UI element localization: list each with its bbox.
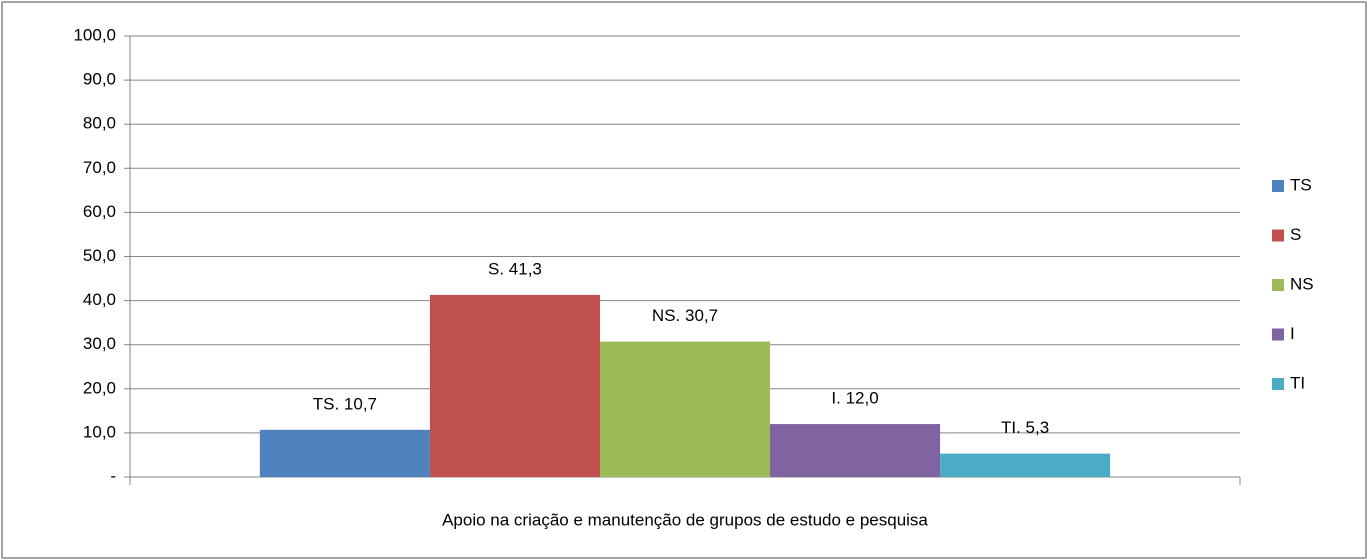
- legend-label: I: [1290, 324, 1295, 343]
- y-tick-label: -: [110, 466, 116, 485]
- bar: [259, 429, 430, 477]
- legend-label: NS: [1290, 274, 1314, 293]
- legend-label: S: [1290, 225, 1301, 244]
- data-label: I. 12,0: [831, 389, 878, 408]
- legend-swatch: [1272, 328, 1284, 341]
- data-label: NS. 30,7: [652, 306, 718, 325]
- data-label: S. 41,3: [488, 259, 542, 278]
- y-tick-label: 80,0: [83, 114, 116, 133]
- y-tick-label: 50,0: [83, 246, 116, 265]
- legend-swatch: [1272, 279, 1284, 291]
- y-tick-label: 90,0: [83, 70, 116, 89]
- legend-swatch: [1272, 229, 1284, 242]
- x-tick-label: Apoio na criação e manutenção de grupos …: [442, 510, 928, 529]
- y-tick-label: 60,0: [83, 202, 116, 221]
- y-tick-label: 10,0: [83, 422, 116, 441]
- legend-swatch: [1272, 378, 1284, 390]
- y-tick-label: 100,0: [73, 25, 116, 44]
- legend-label: TS: [1290, 175, 1312, 194]
- bar: [940, 453, 1111, 477]
- bar: [599, 341, 771, 477]
- bar: [429, 294, 600, 477]
- data-label: TS. 10,7: [313, 394, 377, 413]
- y-tick-label: 30,0: [83, 334, 116, 353]
- y-tick-label: 40,0: [83, 290, 116, 309]
- y-tick-label: 20,0: [83, 378, 116, 397]
- data-label: TI. 5,3: [1001, 418, 1049, 437]
- legend-label: TI: [1290, 373, 1305, 392]
- y-tick-label: 70,0: [83, 158, 116, 177]
- bar: [770, 424, 941, 477]
- legend-swatch: [1272, 180, 1284, 192]
